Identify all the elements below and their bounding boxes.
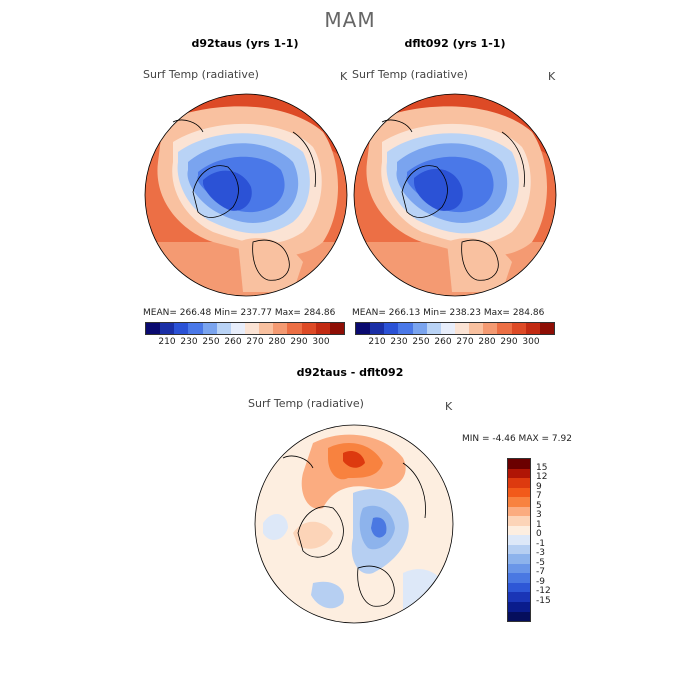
colorbar-swatch: [440, 323, 455, 334]
colorbar-tick-label: 12: [536, 472, 548, 483]
colorbar-swatch: [230, 323, 245, 334]
colorbar-swatch: [508, 601, 530, 612]
colorbar-tick-label: 300: [312, 337, 330, 347]
colorbar-swatch: [483, 323, 498, 334]
figure-title: MAM: [324, 8, 376, 32]
colorbar-tick-label: -15: [536, 595, 551, 606]
colorbar-swatch: [508, 459, 530, 469]
map-panel-1: [144, 93, 348, 297]
colorbar-swatch: [412, 323, 427, 334]
colorbar-tick-label: 1: [536, 519, 542, 530]
colorbar-swatch: [508, 478, 530, 488]
colorbar-swatch: [508, 563, 530, 574]
panel-1-title: d92taus (yrs 1-1): [191, 37, 299, 50]
colorbar-swatch: [370, 323, 385, 334]
colorbar-tick-label: 290: [290, 337, 308, 347]
colorbar-tick-label: 260: [224, 337, 242, 347]
colorbar-swatch: [287, 323, 302, 334]
colorbar-swatch: [469, 323, 484, 334]
panel-2-unit: K: [548, 70, 556, 83]
colorbar-tick-label: 300: [522, 337, 540, 347]
colorbar-difference: [507, 458, 531, 622]
colorbar-tick-label: 3: [536, 510, 542, 521]
colorbar-swatch: [273, 323, 288, 334]
colorbar-swatch: [146, 323, 161, 334]
colorbar-swatch: [244, 323, 260, 334]
colorbar-tick-label: 0: [536, 529, 542, 540]
colorbar-swatch: [188, 323, 203, 334]
colorbar-swatch: [315, 323, 330, 334]
colorbar-panel-2-labels: 210 230 250 260 270 280 290 300: [355, 337, 553, 349]
colorbar-tick-label: 260: [434, 337, 452, 347]
colorbar-tick-label: -9: [536, 576, 545, 587]
colorbar-swatch: [508, 468, 530, 479]
colorbar-swatch: [508, 544, 530, 555]
colorbar-swatch: [508, 573, 530, 583]
panel-3-unit: K: [445, 400, 453, 413]
panel-2-variable: Surf Temp (radiative): [352, 68, 468, 81]
colorbar-tick-label: 5: [536, 500, 542, 511]
map-panel-3: [254, 424, 454, 624]
colorbar-tick-label: 290: [500, 337, 518, 347]
colorbar-tick-label: 210: [368, 337, 386, 347]
colorbar-swatch: [508, 582, 530, 593]
panel-1-variable: Surf Temp (radiative): [143, 68, 259, 81]
colorbar-swatch: [508, 516, 530, 526]
panel-3-stats: MIN = -4.46 MAX = 7.92: [462, 434, 572, 444]
colorbar-tick-label: 15: [536, 462, 548, 473]
colorbar-tick-label: 270: [456, 337, 474, 347]
colorbar-swatch: [508, 506, 530, 517]
colorbar-swatch: [301, 323, 316, 334]
colorbar-tick-label: -7: [536, 567, 545, 578]
colorbar-swatch: [174, 323, 189, 334]
colorbar-panel-2: [355, 322, 555, 335]
colorbar-tick-label: 7: [536, 491, 542, 502]
colorbar-tick-label: 230: [390, 337, 408, 347]
panel-1-unit: K: [340, 70, 348, 83]
colorbar-swatch: [508, 535, 530, 545]
colorbar-tick-label: 9: [536, 481, 542, 492]
colorbar-swatch: [329, 323, 344, 334]
colorbar-swatch: [525, 323, 540, 334]
colorbar-swatch: [426, 323, 441, 334]
colorbar-tick-label: 280: [478, 337, 496, 347]
colorbar-swatch: [216, 323, 231, 334]
colorbar-tick-label: 210: [158, 337, 176, 347]
colorbar-swatch: [508, 611, 530, 622]
colorbar-swatch: [160, 323, 175, 334]
colorbar-swatch: [356, 323, 371, 334]
map-panel-2: [353, 93, 557, 297]
colorbar-swatch: [508, 497, 530, 507]
colorbar-tick-label: -1: [536, 538, 545, 549]
panel-3-title: d92taus - dflt092: [296, 366, 404, 379]
colorbar-tick-label: 280: [268, 337, 286, 347]
colorbar-swatch: [398, 323, 413, 334]
colorbar-swatch: [539, 323, 554, 334]
panel-1-stats: MEAN= 266.48 Min= 237.77 Max= 284.86: [143, 308, 336, 318]
colorbar-swatch: [511, 323, 526, 334]
colorbar-swatch: [497, 323, 512, 334]
colorbar-tick-label: -5: [536, 557, 545, 568]
panel-3-variable: Surf Temp (radiative): [248, 397, 364, 410]
panel-2-stats: MEAN= 266.13 Min= 238.23 Max= 284.86: [352, 308, 545, 318]
colorbar-tick-label: 270: [246, 337, 264, 347]
colorbar-swatch: [508, 592, 530, 602]
colorbar-tick-label: 250: [202, 337, 220, 347]
colorbar-tick-label: -12: [536, 586, 551, 597]
colorbar-swatch: [259, 323, 274, 334]
colorbar-swatch: [508, 554, 530, 564]
colorbar-panel-1-labels: 210 230 250 260 270 280 290 300: [145, 337, 343, 349]
colorbar-panel-1: [145, 322, 345, 335]
colorbar-tick-label: 250: [412, 337, 430, 347]
colorbar-swatch: [454, 323, 470, 334]
colorbar-swatch: [508, 487, 530, 498]
colorbar-tick-label: -3: [536, 548, 545, 559]
colorbar-difference-labels: 15 12 9 7 5 3 1 0 -1 -3 -5 -7 -9 -12 -15: [536, 458, 576, 620]
colorbar-swatch: [202, 323, 217, 334]
panel-2-title: dflt092 (yrs 1-1): [404, 37, 506, 50]
colorbar-swatch: [508, 525, 530, 536]
colorbar-tick-label: 230: [180, 337, 198, 347]
colorbar-swatch: [384, 323, 399, 334]
